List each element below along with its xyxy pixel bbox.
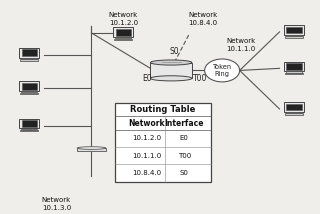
- Text: E0: E0: [142, 74, 152, 83]
- Text: S0: S0: [180, 170, 189, 176]
- FancyBboxPatch shape: [115, 37, 132, 38]
- FancyBboxPatch shape: [286, 112, 302, 113]
- FancyBboxPatch shape: [19, 81, 39, 91]
- Text: T00: T00: [193, 74, 207, 83]
- FancyBboxPatch shape: [21, 91, 37, 92]
- Text: Routing Table: Routing Table: [131, 105, 196, 114]
- FancyBboxPatch shape: [285, 36, 303, 38]
- FancyBboxPatch shape: [20, 93, 38, 94]
- FancyBboxPatch shape: [284, 25, 304, 35]
- FancyBboxPatch shape: [19, 48, 39, 58]
- FancyBboxPatch shape: [21, 129, 37, 130]
- Text: 10.8.4.0: 10.8.4.0: [132, 170, 162, 176]
- FancyBboxPatch shape: [114, 39, 132, 40]
- Circle shape: [204, 59, 240, 82]
- FancyBboxPatch shape: [284, 102, 304, 112]
- Ellipse shape: [77, 147, 106, 149]
- Text: Network
10.1.2.0: Network 10.1.2.0: [109, 12, 138, 26]
- FancyBboxPatch shape: [21, 49, 37, 56]
- Text: Network
10.8.4.0: Network 10.8.4.0: [188, 12, 218, 26]
- Text: 10.1.2.0: 10.1.2.0: [132, 135, 162, 141]
- Text: Interface: Interface: [164, 119, 204, 128]
- FancyBboxPatch shape: [19, 119, 39, 128]
- FancyBboxPatch shape: [285, 73, 303, 74]
- Text: Network: Network: [129, 119, 165, 128]
- Text: 10.1.1.0: 10.1.1.0: [132, 153, 162, 159]
- FancyBboxPatch shape: [21, 83, 37, 90]
- Text: Token
Ring: Token Ring: [212, 64, 232, 77]
- FancyBboxPatch shape: [286, 27, 302, 33]
- FancyBboxPatch shape: [116, 29, 131, 36]
- FancyBboxPatch shape: [113, 27, 133, 37]
- Text: S0: S0: [170, 47, 179, 56]
- FancyBboxPatch shape: [116, 103, 211, 182]
- Ellipse shape: [150, 60, 192, 65]
- Text: T00: T00: [178, 153, 191, 159]
- FancyBboxPatch shape: [284, 62, 304, 71]
- FancyBboxPatch shape: [20, 59, 38, 61]
- FancyBboxPatch shape: [21, 120, 37, 127]
- FancyBboxPatch shape: [77, 148, 106, 151]
- FancyBboxPatch shape: [286, 71, 302, 73]
- FancyBboxPatch shape: [21, 58, 37, 59]
- Text: E0: E0: [180, 135, 189, 141]
- FancyBboxPatch shape: [20, 130, 38, 131]
- FancyBboxPatch shape: [285, 113, 303, 115]
- FancyBboxPatch shape: [286, 104, 302, 110]
- Ellipse shape: [150, 76, 192, 81]
- FancyBboxPatch shape: [286, 35, 302, 36]
- Text: Network
10.1.3.0: Network 10.1.3.0: [42, 198, 71, 211]
- FancyBboxPatch shape: [286, 63, 302, 70]
- FancyBboxPatch shape: [150, 62, 192, 78]
- Text: Network
10.1.1.0: Network 10.1.1.0: [227, 38, 256, 52]
